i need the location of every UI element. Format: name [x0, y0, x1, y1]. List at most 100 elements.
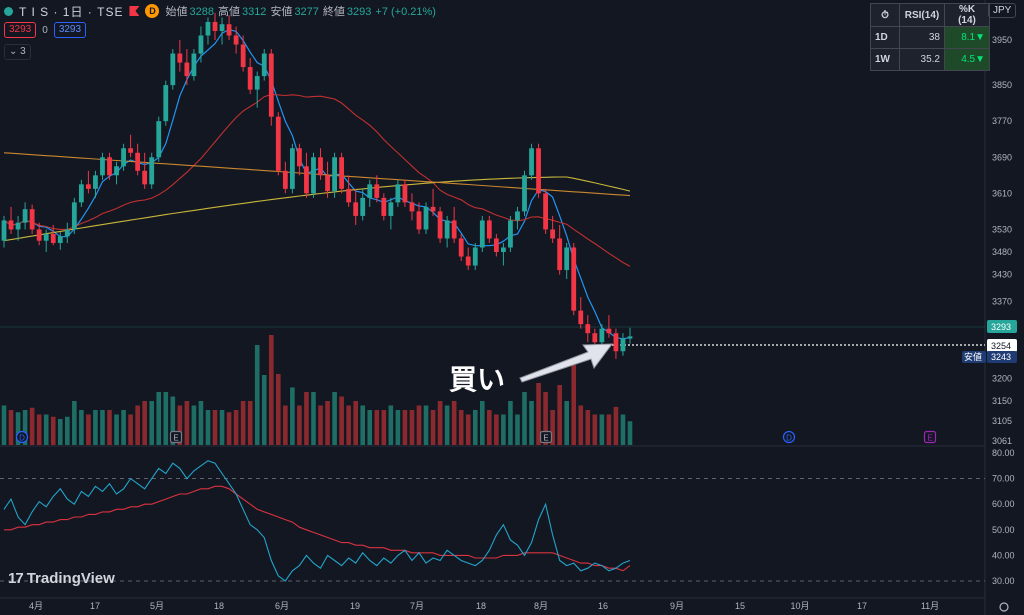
earnings-marker-icon	[169, 430, 183, 444]
price-tick-label: 3480	[992, 247, 1012, 257]
ohlc-value: 3277	[294, 6, 319, 18]
volume-bar	[276, 374, 281, 445]
time-tick-label: 18	[214, 601, 224, 611]
stoch-tick-label: 60.00	[992, 499, 1015, 509]
interval-badge[interactable]: D	[145, 4, 160, 18]
candle-body	[627, 336, 633, 339]
tradingview-mark-icon: 17	[8, 570, 24, 587]
candle-body	[163, 85, 169, 122]
volume-bar	[212, 410, 218, 445]
ohlc-label: 終値	[322, 6, 345, 18]
volume-bar	[219, 410, 225, 445]
time-tick-label: 17	[90, 601, 100, 611]
volume-bar	[416, 405, 422, 445]
candle-body	[367, 184, 373, 198]
price-tick-label: 3200	[992, 373, 1012, 383]
price-tick-label: 3105	[992, 416, 1012, 426]
event-marker-label: D	[19, 434, 25, 443]
candle-body	[592, 333, 598, 343]
buy-annotation: 買い	[449, 363, 506, 396]
indicators-toggle[interactable]: ⌄ 3	[4, 44, 31, 60]
volume-bar	[353, 401, 358, 445]
chart-header: T I S · 1日 · TSE D 始値 3288 高値 3312 安値 3277 終値 3…	[4, 3, 440, 19]
volume-bar	[360, 405, 366, 445]
ask-price-button[interactable]: 3293	[53, 22, 87, 38]
price-tick-label: 3430	[992, 270, 1012, 280]
candle-body	[191, 53, 197, 77]
last-price-tag	[987, 320, 1017, 333]
event-marker-label: E	[543, 434, 548, 443]
candle-body	[318, 157, 323, 176]
volume-bar	[472, 410, 478, 445]
volume-bar	[79, 410, 84, 445]
volume-bar	[247, 401, 253, 445]
candle-body	[86, 184, 91, 189]
volume-bar	[423, 405, 429, 445]
event-marker-label: E	[927, 434, 932, 443]
time-tick-label: 9月	[670, 601, 684, 611]
time-tick-label: 19	[350, 601, 360, 611]
candle-body	[381, 197, 387, 216]
volume-bar	[592, 414, 598, 445]
candle-body	[388, 202, 394, 216]
candle-body	[465, 256, 471, 266]
ohlc-label: 始値	[165, 6, 188, 18]
stoch-tick-label: 70.00	[992, 474, 1015, 484]
volume-bar	[627, 421, 633, 445]
low-name-label: 安値	[964, 351, 982, 362]
ohlc-value: 3293	[346, 6, 372, 18]
candle-body	[508, 220, 513, 248]
candle-body	[50, 233, 56, 243]
candle-body	[142, 170, 148, 185]
volume-bar	[268, 335, 274, 445]
volume-bar	[191, 405, 197, 445]
volume-bar	[86, 414, 91, 445]
candle-body	[493, 238, 499, 253]
volume-bar	[437, 401, 443, 445]
volume-bar	[465, 414, 471, 445]
currency-selector[interactable]: JPY	[988, 3, 1017, 18]
candle-body	[282, 170, 288, 189]
flag-icon[interactable]	[129, 6, 140, 16]
volume-bar	[501, 414, 506, 445]
volume-bar	[508, 401, 513, 445]
time-tick-label: 4月	[29, 601, 43, 611]
time-tick-label: 18	[476, 601, 486, 611]
stoch-tick-label: 40.00	[992, 550, 1015, 560]
candle-body	[613, 333, 619, 352]
candle-body	[346, 188, 352, 203]
candle-body	[564, 247, 570, 271]
candle-body	[212, 21, 218, 31]
rsi-value: 38	[899, 26, 945, 49]
stoch-k-line	[3, 460, 631, 582]
volume-bar	[479, 401, 485, 445]
volume-bar	[585, 410, 591, 445]
volume-bar	[494, 414, 499, 445]
time-tick-label: 7月	[410, 601, 424, 611]
candle-body	[184, 62, 190, 77]
volume-bar	[564, 401, 569, 445]
symbol-title[interactable]: T I S · 1日 · TSE	[19, 4, 124, 19]
candle-body	[578, 310, 584, 325]
time-tick-label: 8月	[534, 601, 548, 611]
candle-body	[1, 220, 7, 241]
candle-body	[620, 338, 626, 352]
tradingview-logo[interactable]: 17 TradingView	[8, 570, 115, 587]
time-tick-label: 15	[735, 601, 745, 611]
candle-body	[332, 157, 337, 192]
candle-body	[64, 229, 70, 237]
buy-arrow	[519, 343, 614, 383]
low-value-label: 3243	[991, 352, 1011, 362]
event-marker-label: D	[786, 434, 792, 443]
candle-body	[226, 24, 232, 36]
bid-price-button[interactable]: 3293	[4, 22, 37, 38]
candle-body	[536, 148, 541, 194]
timeframe-label: 1D	[870, 26, 900, 49]
candle-body	[107, 157, 112, 176]
candle-body	[128, 148, 134, 153]
volume-bar	[156, 392, 162, 445]
stoch-k-value: 8.1▼	[944, 26, 990, 49]
candle-body	[423, 206, 429, 230]
candle-body	[437, 211, 443, 239]
